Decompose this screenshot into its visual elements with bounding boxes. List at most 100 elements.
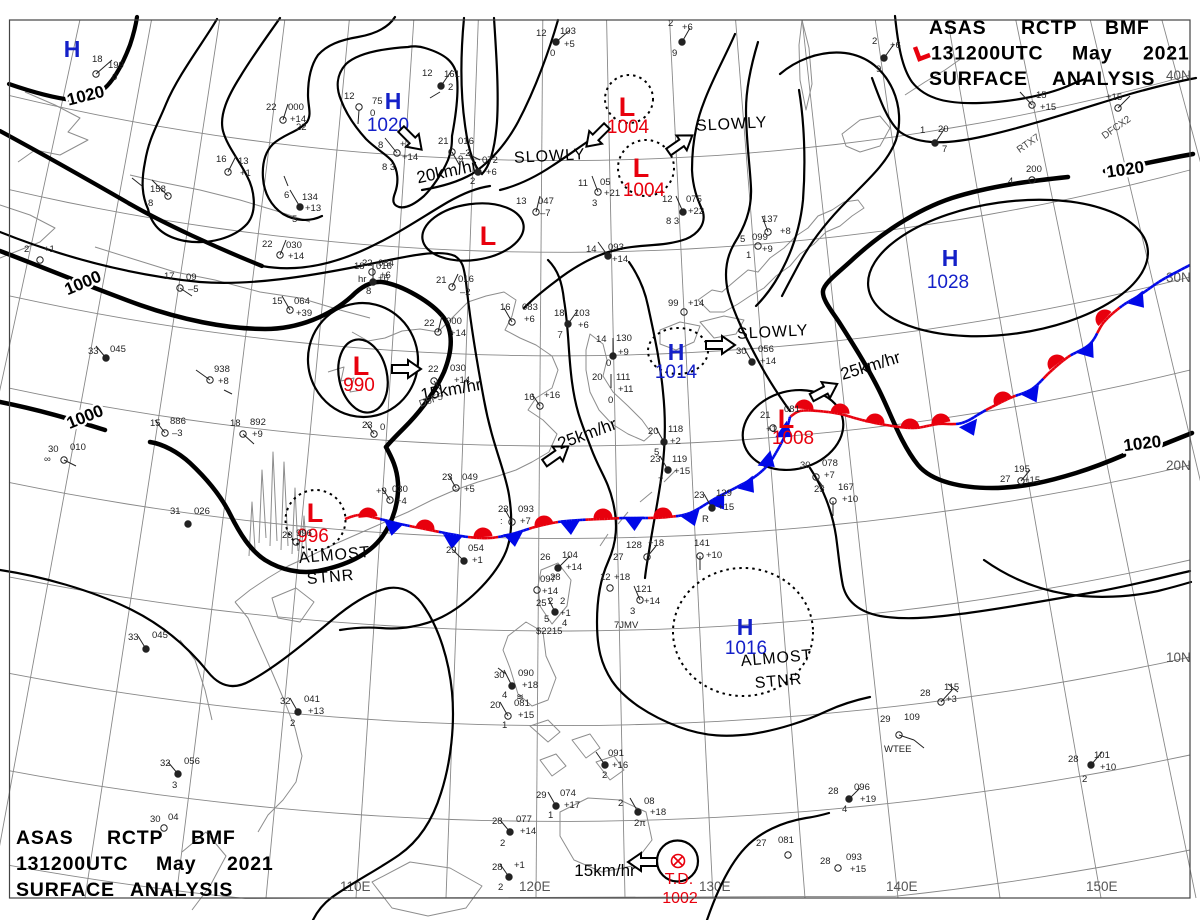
svg-text:‒2: ‒2 bbox=[460, 148, 471, 159]
svg-text:049: 049 bbox=[462, 472, 478, 483]
svg-text:078: 078 bbox=[822, 458, 838, 469]
svg-text:21: 21 bbox=[438, 136, 449, 147]
svg-text:195: 195 bbox=[1014, 464, 1030, 475]
svg-text:3: 3 bbox=[172, 780, 177, 791]
svg-text:2: 2 bbox=[24, 244, 29, 255]
svg-text:11: 11 bbox=[578, 178, 588, 189]
svg-text:+16: +16 bbox=[544, 390, 560, 401]
svg-text:‒3: ‒3 bbox=[172, 428, 183, 439]
svg-text:7JMV: 7JMV bbox=[614, 620, 639, 631]
svg-text:093: 093 bbox=[518, 504, 534, 515]
svg-text:056: 056 bbox=[184, 756, 200, 767]
svg-text:081: 081 bbox=[514, 698, 530, 709]
svg-text:04: 04 bbox=[168, 812, 179, 823]
svg-text:16: 16 bbox=[500, 302, 511, 313]
svg-text:131200UTC: 131200UTC bbox=[16, 853, 128, 875]
svg-text:22: 22 bbox=[296, 122, 307, 133]
svg-text:+6: +6 bbox=[378, 273, 389, 284]
svg-text:938: 938 bbox=[214, 364, 230, 375]
svg-text:15km/hr: 15km/hr bbox=[574, 861, 636, 880]
svg-text:128: 128 bbox=[626, 540, 642, 551]
svg-text:14: 14 bbox=[586, 244, 597, 255]
svg-text:2: 2 bbox=[618, 798, 623, 809]
svg-text:2: 2 bbox=[470, 176, 475, 187]
svg-text:120E: 120E bbox=[519, 879, 551, 894]
svg-text:H: H bbox=[942, 245, 959, 271]
svg-text:22: 22 bbox=[362, 258, 373, 269]
svg-text:+10: +10 bbox=[842, 494, 858, 505]
svg-text:+14: +14 bbox=[644, 596, 660, 607]
svg-text:016: 016 bbox=[458, 136, 474, 147]
svg-text:+9: +9 bbox=[252, 429, 263, 440]
svg-text:H: H bbox=[668, 339, 685, 365]
svg-text:SURFACE: SURFACE bbox=[929, 68, 1028, 90]
svg-text:7: 7 bbox=[557, 330, 563, 341]
svg-text:096: 096 bbox=[854, 782, 870, 793]
svg-text:5: 5 bbox=[654, 447, 659, 458]
svg-text:32: 32 bbox=[280, 696, 291, 707]
svg-text:9: 9 bbox=[876, 64, 881, 75]
svg-text:+4: +4 bbox=[396, 496, 407, 507]
svg-text:20: 20 bbox=[592, 372, 603, 383]
svg-text:20: 20 bbox=[938, 124, 949, 135]
svg-text:H: H bbox=[737, 614, 754, 640]
svg-text:hr: hr bbox=[358, 274, 366, 285]
svg-text:27: 27 bbox=[1000, 474, 1011, 485]
svg-text:10N: 10N bbox=[1166, 650, 1191, 665]
svg-text:072: 072 bbox=[482, 155, 498, 166]
svg-text:12: 12 bbox=[536, 28, 547, 39]
svg-text:RCTP: RCTP bbox=[1021, 17, 1077, 39]
svg-text:167: 167 bbox=[838, 482, 854, 493]
svg-text:+1: +1 bbox=[514, 860, 525, 871]
svg-text:+14: +14 bbox=[290, 114, 306, 125]
svg-text:2π: 2π bbox=[634, 818, 646, 829]
svg-text:7: 7 bbox=[942, 144, 947, 155]
svg-text:21: 21 bbox=[436, 275, 447, 286]
svg-text:+18: +18 bbox=[614, 572, 630, 583]
svg-text:0: 0 bbox=[606, 358, 611, 369]
svg-text:29: 29 bbox=[446, 545, 457, 556]
svg-text:4: 4 bbox=[502, 690, 507, 701]
svg-text:L: L bbox=[778, 404, 795, 434]
svg-text:130: 130 bbox=[616, 333, 632, 344]
svg-text:29: 29 bbox=[536, 790, 547, 801]
svg-text:2: 2 bbox=[560, 596, 565, 607]
svg-text:12: 12 bbox=[662, 194, 673, 205]
svg-text:093: 093 bbox=[608, 242, 624, 253]
svg-text:2: 2 bbox=[498, 882, 503, 893]
svg-text:093: 093 bbox=[846, 852, 862, 863]
svg-text:21: 21 bbox=[760, 410, 771, 421]
svg-text:30: 30 bbox=[800, 460, 811, 471]
svg-text:104: 104 bbox=[562, 550, 578, 561]
svg-text:016: 016 bbox=[376, 261, 392, 272]
svg-text:8 3: 8 3 bbox=[666, 216, 679, 227]
svg-text:25: 25 bbox=[814, 484, 825, 495]
svg-text:030: 030 bbox=[392, 484, 408, 495]
svg-text:137: 137 bbox=[762, 214, 778, 225]
svg-text:≋: ≋ bbox=[516, 692, 524, 703]
svg-text:064: 064 bbox=[294, 296, 310, 307]
svg-text:+5: +5 bbox=[464, 484, 475, 495]
svg-text:17: 17 bbox=[164, 271, 175, 282]
svg-text:08: 08 bbox=[644, 796, 655, 807]
svg-text:30: 30 bbox=[494, 670, 505, 681]
svg-text:+14: +14 bbox=[520, 826, 536, 837]
svg-text:15: 15 bbox=[272, 296, 283, 307]
svg-text:SLOWLY: SLOWLY bbox=[696, 114, 768, 135]
svg-text:1004: 1004 bbox=[607, 117, 650, 138]
svg-text:+5: +5 bbox=[564, 39, 575, 50]
svg-text:30: 30 bbox=[736, 346, 747, 357]
svg-text:2021: 2021 bbox=[227, 853, 274, 875]
svg-text:R: R bbox=[702, 514, 709, 525]
svg-text:2: 2 bbox=[500, 838, 505, 849]
svg-text:23: 23 bbox=[694, 490, 705, 501]
svg-text:084: 084 bbox=[378, 258, 394, 269]
svg-text:1: 1 bbox=[746, 250, 751, 261]
svg-text:+15: +15 bbox=[1024, 475, 1040, 486]
svg-text:2: 2 bbox=[1082, 774, 1087, 785]
svg-text:WTEE: WTEE bbox=[884, 744, 911, 755]
svg-text:000: 000 bbox=[288, 102, 304, 113]
svg-text:31: 31 bbox=[170, 506, 181, 517]
svg-text:22: 22 bbox=[266, 102, 277, 113]
svg-text:22: 22 bbox=[262, 239, 273, 250]
